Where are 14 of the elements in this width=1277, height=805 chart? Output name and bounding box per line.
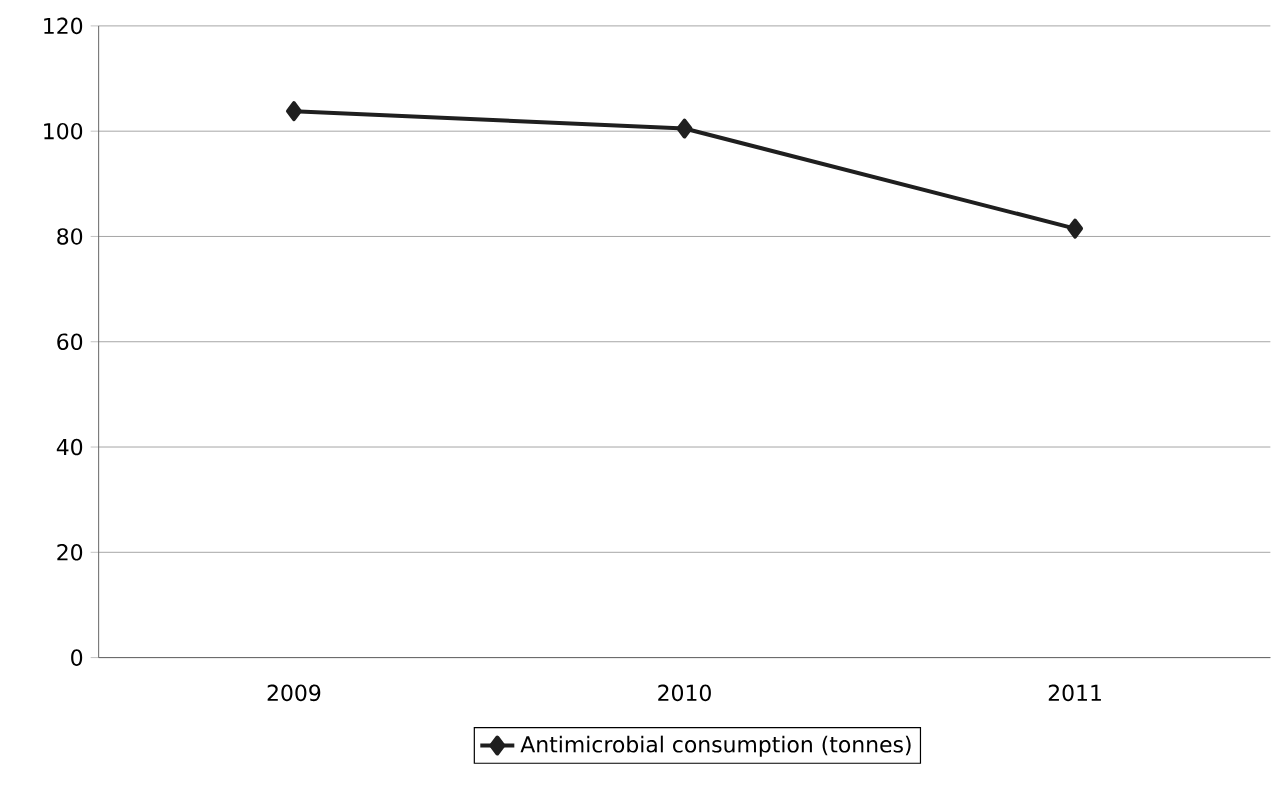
y-tick-label: 0	[71, 649, 83, 666]
y-tick-label: 100	[44, 122, 83, 140]
x-tick-label: 2011	[1048, 684, 1101, 702]
x-tick-label: 2009	[267, 684, 321, 702]
y-tick-label: 20	[57, 544, 83, 561]
point	[285, 101, 302, 122]
y-tick-label: 60	[57, 333, 83, 351]
x-tick-label: 2010	[658, 684, 711, 702]
legend-label: Antimicrobial consumption (tonnes)	[520, 735, 911, 757]
point	[1067, 218, 1084, 239]
y-tick-label: 40	[56, 438, 83, 456]
y-tick-label: 80	[57, 228, 83, 245]
point	[676, 118, 693, 139]
y-tick-label: 120	[44, 17, 83, 35]
